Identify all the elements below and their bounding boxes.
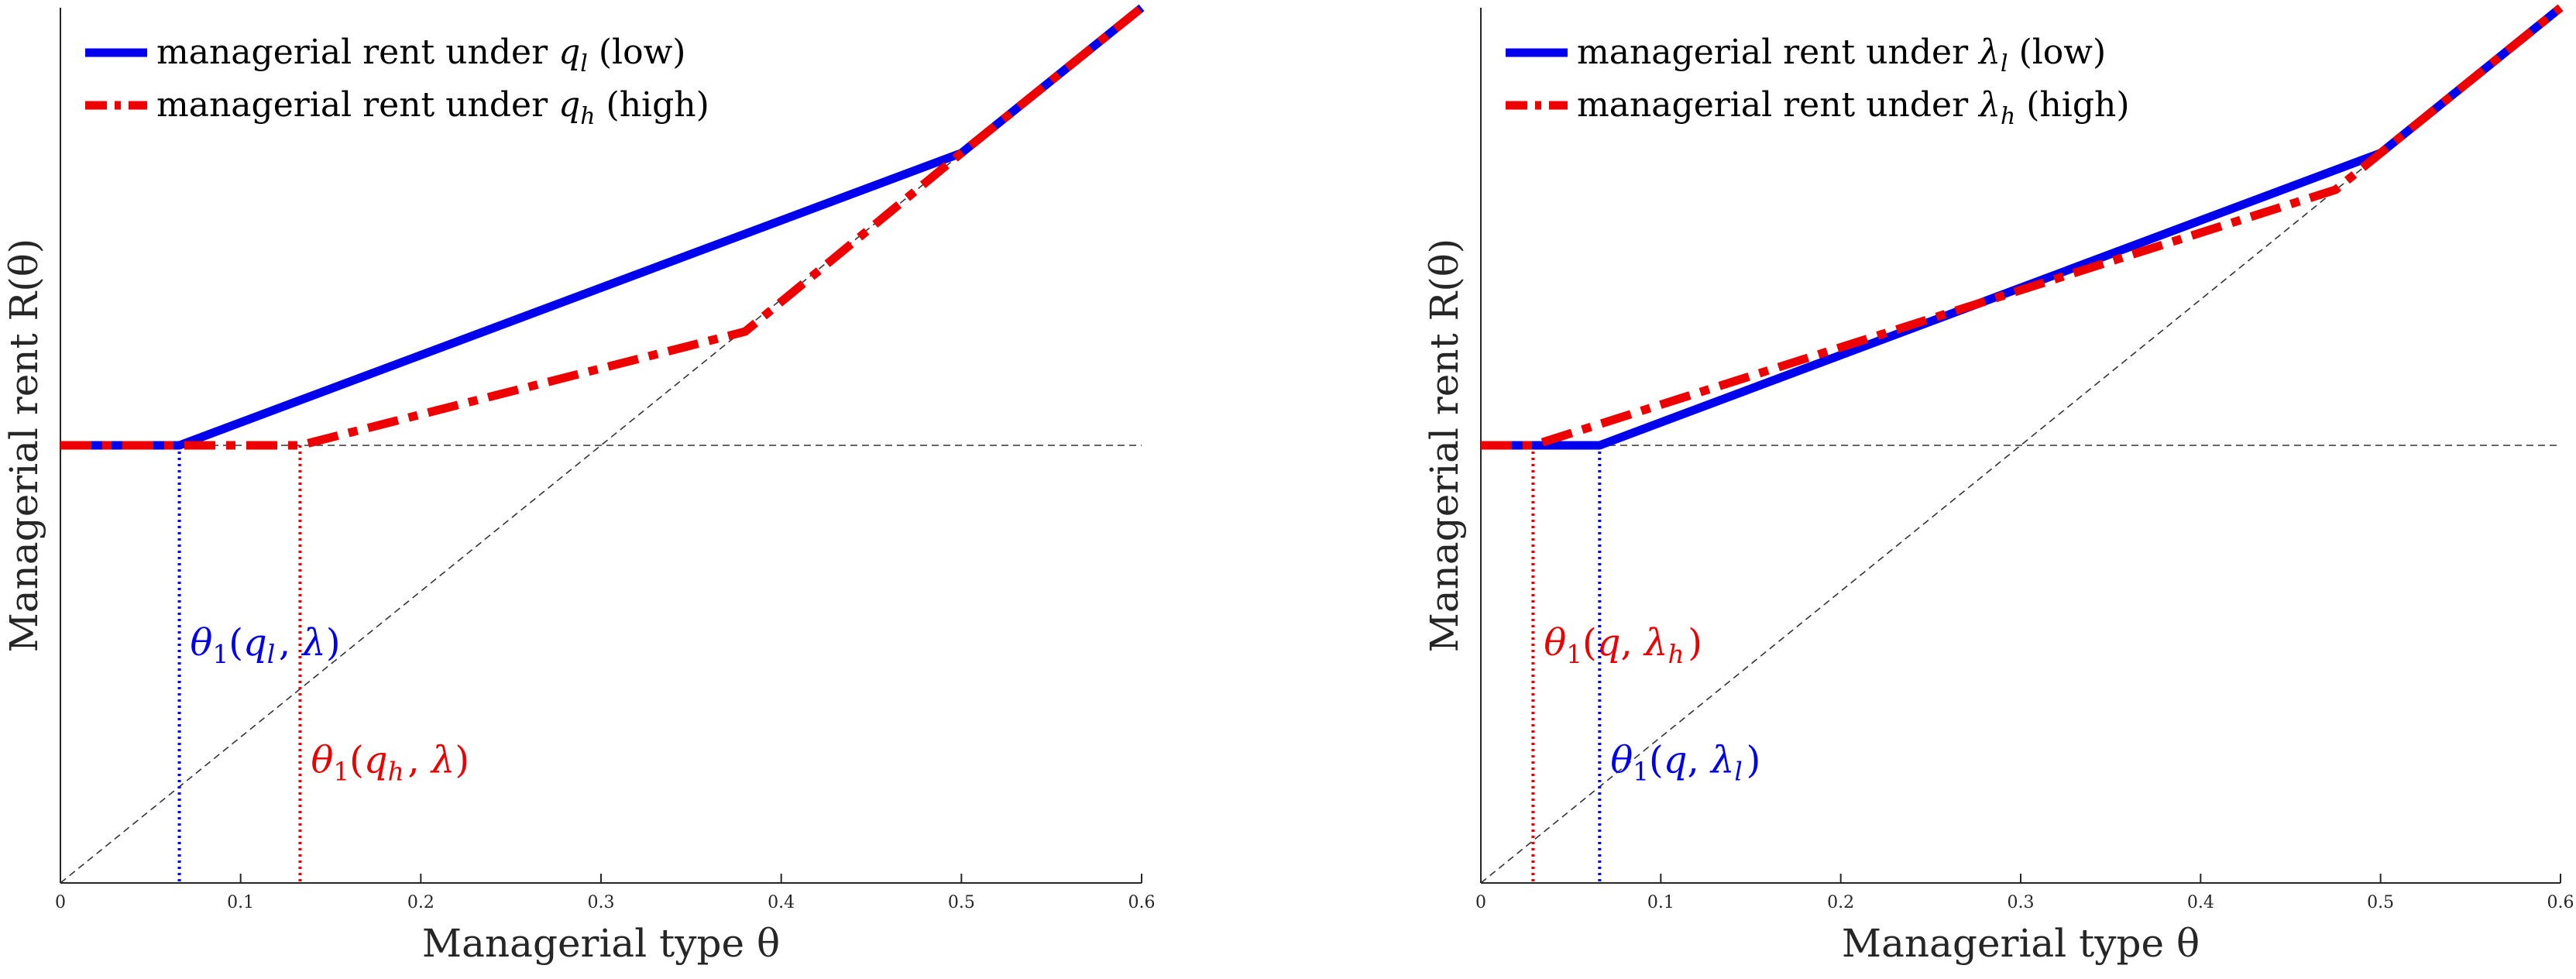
threshold-label-blue: θ1(q, λl ) [1610, 739, 1760, 787]
y-axis-label: Managerial rent R(θ) [2, 239, 46, 653]
x-axis-label: Managerial type θ [1842, 921, 2200, 966]
x-tick-label: 0.6 [1128, 893, 1156, 912]
legend-label-red: managerial rent under λh (high) [1577, 85, 2130, 130]
x-tick-label: 0.6 [2547, 893, 2574, 912]
x-tick-label: 0.1 [227, 893, 254, 912]
legend: managerial rent under λl (low) managerial… [1506, 33, 2130, 130]
series-line-red [1481, 8, 2561, 445]
x-tick-label: 0.5 [948, 893, 975, 912]
x-tick-label: 0.3 [2008, 893, 2035, 912]
chart-panel-1: 0 0.1 0.2 0.3 0.4 0.5 0.6 Managerial type θ Mana… [2, 8, 1156, 966]
x-tick-label: 0.2 [407, 893, 434, 912]
x-tick-label: 0.5 [2367, 893, 2394, 912]
x-tick-label: 0.3 [588, 893, 615, 912]
x-tick-label: 0.2 [1827, 893, 1854, 912]
x-tick-label: 0.4 [2187, 893, 2214, 912]
legend-label-blue: managerial rent under λl (low) [1577, 33, 2106, 77]
legend: managerial rent under ql (low) managerial… [85, 33, 709, 130]
threshold-label-blue: θ1(ql , λ) [191, 621, 341, 669]
x-tick-label: 0 [1475, 893, 1486, 912]
threshold-label-red: θ1(q, λh ) [1544, 621, 1702, 669]
x-axis-label: Managerial type θ [422, 921, 780, 966]
x-tick-label: 0.4 [768, 893, 795, 912]
y-axis-label: Managerial rent R(θ) [1422, 239, 1467, 653]
series-line-blue [1481, 8, 2561, 445]
x-tick-label: 0 [55, 893, 66, 912]
legend-label-red: managerial rent under qh (high) [156, 85, 709, 130]
legend-label-blue: managerial rent under ql (low) [156, 33, 685, 77]
chart-panel-2: 0 0.1 0.2 0.3 0.4 0.5 0.6 Managerial type θ Mana… [1422, 8, 2574, 966]
threshold-label-red: θ1(qh , λ) [311, 739, 469, 787]
series-line-blue [60, 8, 1142, 445]
x-tick-label: 0.1 [1647, 893, 1674, 912]
series-line-red [60, 8, 1142, 445]
